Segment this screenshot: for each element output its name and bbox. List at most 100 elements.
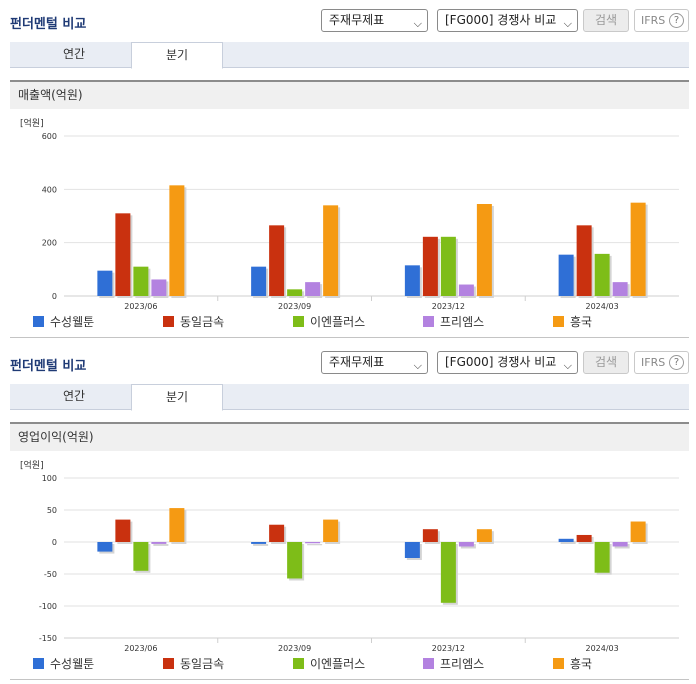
legend-label: 흥국 bbox=[570, 657, 593, 671]
bar[interactable] bbox=[151, 279, 167, 296]
statement-select[interactable]: 주재무제표 ⌵ bbox=[321, 9, 428, 32]
bar[interactable] bbox=[323, 205, 339, 296]
bar[interactable] bbox=[630, 521, 646, 542]
legend-item[interactable]: 흥국 bbox=[553, 655, 592, 672]
compare-select[interactable]: [FG000] 경쟁사 비교 ⌵ bbox=[437, 351, 578, 374]
bar-shadow bbox=[253, 544, 269, 546]
legend-label: 이엔플러스 bbox=[310, 315, 366, 329]
bar[interactable] bbox=[169, 508, 185, 542]
bar-shadow bbox=[560, 540, 576, 544]
help-icon[interactable]: ? bbox=[669, 13, 684, 28]
bar[interactable] bbox=[458, 284, 474, 296]
bar[interactable] bbox=[97, 542, 113, 552]
bar[interactable] bbox=[305, 542, 321, 544]
legend-swatch bbox=[423, 316, 434, 327]
unit-label: [억원] bbox=[20, 117, 44, 129]
bar[interactable] bbox=[594, 253, 610, 296]
legend-item[interactable]: 동일금속 bbox=[163, 655, 224, 672]
chevron-down-icon: ⌵ bbox=[563, 359, 572, 372]
tab-quarterly[interactable]: 분기 bbox=[131, 384, 223, 411]
legend-item[interactable]: 동일금속 bbox=[163, 313, 224, 330]
bar[interactable] bbox=[305, 282, 321, 296]
bar[interactable] bbox=[97, 270, 113, 296]
legend-swatch bbox=[163, 316, 174, 327]
fundamental-panel-operating-profit: 펀더멘털 비교 주재무제표 ⌵ [FG000] 경쟁사 비교 ⌵ 검색 IFRS… bbox=[0, 342, 696, 684]
section-header: 매출액(억원) bbox=[10, 80, 689, 109]
bar-shadow bbox=[153, 544, 169, 546]
bar[interactable] bbox=[558, 254, 574, 296]
y-tick-label: 50 bbox=[47, 506, 57, 515]
bar[interactable] bbox=[594, 542, 610, 573]
compare-select[interactable]: [FG000] 경쟁사 비교 ⌵ bbox=[437, 9, 578, 32]
bar[interactable] bbox=[558, 538, 574, 542]
legend-swatch bbox=[33, 316, 44, 327]
bar[interactable] bbox=[133, 542, 149, 571]
legend-item[interactable]: 이엔플러스 bbox=[293, 655, 365, 672]
help-icon[interactable]: ? bbox=[669, 355, 684, 370]
bar[interactable] bbox=[287, 542, 303, 579]
legend-label: 흥국 bbox=[570, 315, 593, 329]
legend-item[interactable]: 수성웰툰 bbox=[33, 313, 94, 330]
legend-item[interactable]: 프리엠스 bbox=[423, 655, 484, 672]
search-button[interactable]: 검색 bbox=[583, 9, 629, 32]
y-tick-label: 100 bbox=[42, 474, 57, 483]
statement-select-value: 주재무제표 bbox=[329, 13, 385, 27]
x-tick-label: 2023/09 bbox=[278, 302, 311, 310]
bar[interactable] bbox=[576, 225, 592, 296]
bar[interactable] bbox=[287, 289, 303, 296]
bar[interactable] bbox=[404, 265, 420, 296]
bar[interactable] bbox=[576, 534, 592, 542]
bar[interactable] bbox=[115, 213, 131, 296]
bar[interactable] bbox=[476, 529, 492, 542]
bar[interactable] bbox=[269, 524, 285, 542]
bar[interactable] bbox=[612, 542, 628, 547]
statement-select[interactable]: 주재무제표 ⌵ bbox=[321, 351, 428, 374]
bar[interactable] bbox=[251, 266, 267, 296]
search-button[interactable]: 검색 bbox=[583, 351, 629, 374]
chevron-down-icon: ⌵ bbox=[413, 359, 422, 372]
bar[interactable] bbox=[133, 266, 149, 296]
bar[interactable] bbox=[323, 519, 339, 542]
bar[interactable] bbox=[251, 542, 267, 544]
bar[interactable] bbox=[440, 236, 456, 296]
legend-label: 수성웰툰 bbox=[50, 657, 95, 671]
x-tick-label: 2023/09 bbox=[278, 644, 311, 652]
bar[interactable] bbox=[458, 542, 474, 547]
ifrs-toggle[interactable]: IFRS ? bbox=[634, 9, 689, 32]
bar[interactable] bbox=[404, 542, 420, 558]
ifrs-label: IFRS bbox=[641, 14, 666, 27]
legend-item[interactable]: 프리엠스 bbox=[423, 313, 484, 330]
compare-select-value: [FG000] 경쟁사 비교 bbox=[445, 355, 557, 369]
bar[interactable] bbox=[440, 542, 456, 603]
bar[interactable] bbox=[476, 204, 492, 296]
bar[interactable] bbox=[422, 529, 438, 542]
bar[interactable] bbox=[151, 542, 167, 544]
legend-label: 프리엠스 bbox=[440, 315, 485, 329]
x-tick-label: 2023/12 bbox=[432, 302, 465, 310]
tab-annual[interactable]: 연간 bbox=[62, 47, 86, 61]
bar-shadow bbox=[307, 544, 323, 546]
legend-swatch bbox=[553, 658, 564, 669]
panel-title: 펀더멘털 비교 bbox=[10, 17, 87, 32]
legend-label: 수성웰툰 bbox=[50, 315, 95, 329]
bar[interactable] bbox=[630, 202, 646, 296]
bar[interactable] bbox=[115, 519, 131, 542]
statement-select-value: 주재무제표 bbox=[329, 355, 385, 369]
legend-item[interactable]: 흥국 bbox=[553, 313, 592, 330]
legend-swatch bbox=[293, 316, 304, 327]
legend-item[interactable]: 이엔플러스 bbox=[293, 313, 365, 330]
legend-swatch bbox=[423, 658, 434, 669]
legend-item[interactable]: 수성웰툰 bbox=[33, 655, 94, 672]
tab-quarterly[interactable]: 분기 bbox=[131, 42, 223, 69]
ifrs-toggle[interactable]: IFRS ? bbox=[634, 351, 689, 374]
bar[interactable] bbox=[612, 282, 628, 296]
bar[interactable] bbox=[169, 185, 185, 296]
bar[interactable] bbox=[269, 225, 285, 296]
tab-annual[interactable]: 연간 bbox=[62, 389, 86, 403]
legend-swatch bbox=[163, 658, 174, 669]
panel-title: 펀더멘털 비교 bbox=[10, 359, 87, 374]
legend-label: 동일금속 bbox=[180, 315, 225, 329]
period-tabs: 연간 분기 bbox=[10, 42, 689, 69]
bar[interactable] bbox=[422, 236, 438, 296]
panel-divider bbox=[10, 679, 689, 680]
